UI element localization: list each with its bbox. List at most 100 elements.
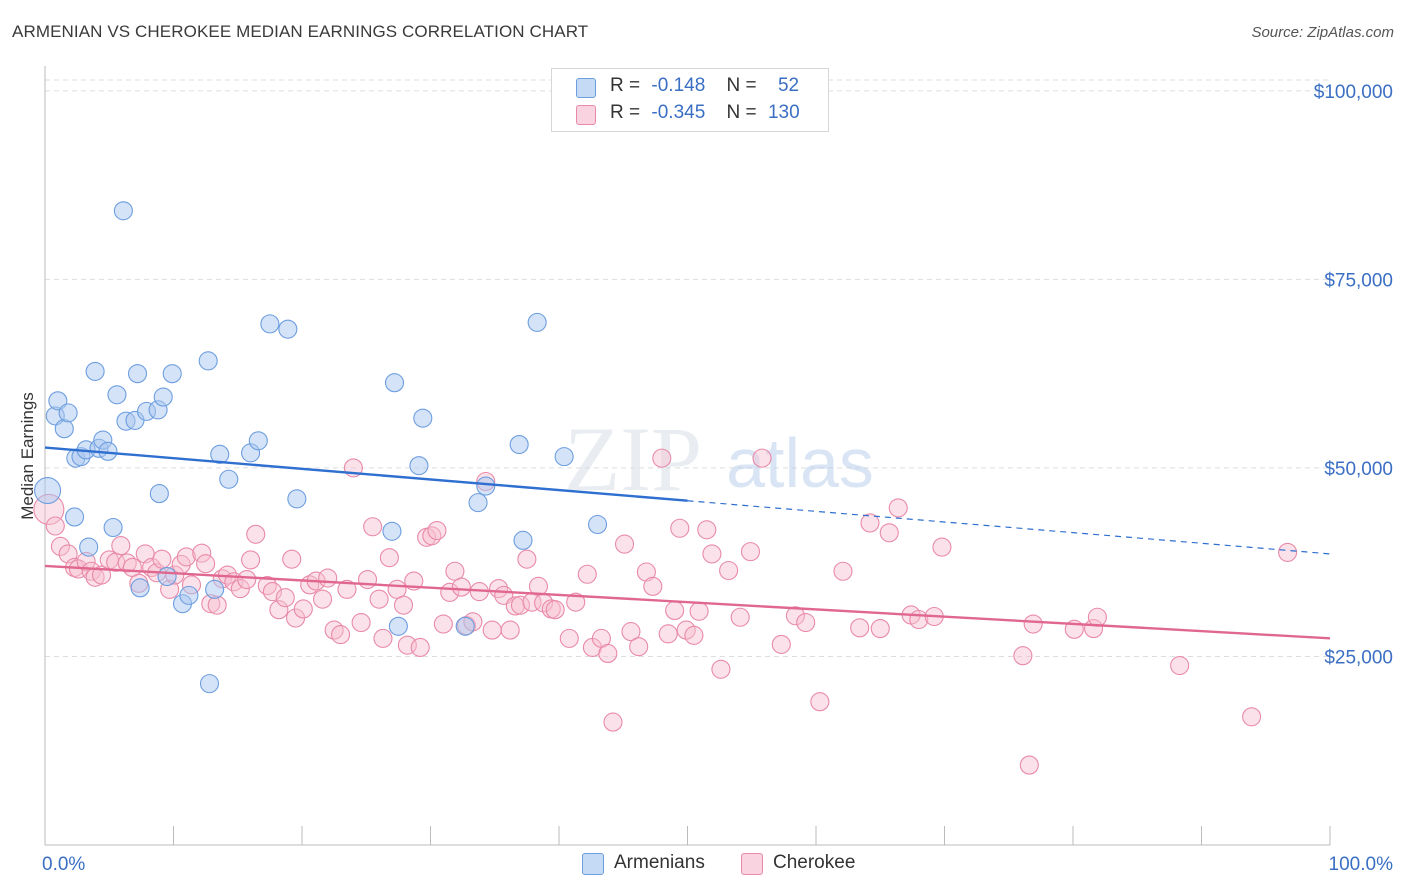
armenian-point xyxy=(287,489,307,509)
cherokee-point xyxy=(207,595,227,615)
axes xyxy=(44,66,1331,846)
cherokee-point xyxy=(1013,646,1033,666)
armenian-point xyxy=(113,201,133,221)
watermark-atlas: atlas xyxy=(726,424,874,502)
r-label: R = xyxy=(610,75,641,96)
armenian-points xyxy=(34,201,608,694)
x-tick-label-min: 0.0% xyxy=(42,854,85,875)
cherokee-point xyxy=(282,549,302,569)
armenian-point xyxy=(219,469,239,489)
cherokee-point xyxy=(752,448,772,468)
armenian-point xyxy=(388,616,408,636)
armenian-point xyxy=(198,351,218,371)
y-tick-label: $100,000 xyxy=(1314,82,1393,103)
armenian-point xyxy=(54,419,74,439)
y-tick-label: $50,000 xyxy=(1324,459,1393,480)
cherokee-point xyxy=(702,544,722,564)
cherokee-point xyxy=(796,612,816,633)
armenian-point xyxy=(384,373,405,393)
x-tick-label-max: 100.0% xyxy=(1329,854,1394,875)
cherokee-legend-label: Cherokee xyxy=(773,852,856,873)
cherokee-point xyxy=(275,588,295,608)
cherokee-point xyxy=(500,620,520,640)
armenian-point xyxy=(409,456,429,476)
armenian-point xyxy=(34,477,62,505)
cherokee-point xyxy=(363,517,383,537)
trend-lines xyxy=(44,446,1331,640)
cherokee-point xyxy=(422,526,442,546)
armenian-trend-extension xyxy=(687,500,1331,555)
armenian-point xyxy=(413,408,433,428)
cherokee-point xyxy=(850,618,870,638)
n-label: N = xyxy=(726,102,757,123)
cherokee-point xyxy=(652,448,672,468)
cherokee-point xyxy=(410,637,430,657)
cherokee-point xyxy=(689,601,709,621)
y-tick-label: $75,000 xyxy=(1324,270,1393,291)
cherokee-legend-swatch xyxy=(741,853,763,875)
cherokee-point xyxy=(684,625,704,645)
cherokee-point xyxy=(517,549,537,569)
cherokee-point xyxy=(566,592,586,612)
armenian-point xyxy=(130,578,150,598)
tick-labels: $25,000 $50,000 $75,000 $100,000 0.0% 100.0% xyxy=(42,82,1393,875)
cherokee-point xyxy=(1278,542,1298,562)
cherokee-point xyxy=(879,523,899,543)
cherokee-point xyxy=(237,569,257,590)
armenians-legend-swatch xyxy=(582,853,604,875)
watermark-zip: ZIP xyxy=(564,408,702,510)
source-label: Source: ZipAtlas.com xyxy=(1251,24,1394,41)
armenian-point xyxy=(79,537,99,557)
cherokee-swatch xyxy=(576,105,596,125)
armenian-point xyxy=(587,514,608,535)
cherokee-point xyxy=(269,600,289,620)
armenian-point xyxy=(127,364,148,384)
cherokee-point xyxy=(771,634,791,654)
armenian-point xyxy=(476,476,496,496)
armenian-point xyxy=(260,314,280,334)
gridlines xyxy=(45,79,1330,657)
cherokee-point xyxy=(111,536,131,556)
cherokee-point xyxy=(1087,607,1107,627)
correlation-legend: R = -0.148 N = 52 R = -0.345 N = 130 xyxy=(551,68,829,132)
cherokee-trend-line xyxy=(44,564,1331,640)
cherokee-point xyxy=(785,606,805,626)
cherokee-point xyxy=(810,692,830,712)
cherokee-point xyxy=(257,576,277,596)
cherokee-point xyxy=(351,612,371,633)
armenian-point xyxy=(179,585,199,605)
cherokee-point xyxy=(740,542,761,562)
cherokee-point xyxy=(45,516,65,536)
cherokee-point xyxy=(373,628,393,648)
chart-title: ARMENIAN VS CHEROKEE MEDIAN EARNINGS COR… xyxy=(12,22,589,41)
cherokee-point xyxy=(330,625,351,645)
armenians-swatch xyxy=(576,78,596,98)
cherokee-points xyxy=(33,448,1298,775)
cherokee-point xyxy=(152,549,172,569)
cherokee-point xyxy=(730,607,750,627)
cherokee-point xyxy=(482,620,502,640)
cherokee-point xyxy=(909,609,929,630)
cherokee-point xyxy=(888,498,908,518)
cherokee-point xyxy=(598,643,618,663)
cherokee-point xyxy=(711,659,731,679)
n-value: 130 xyxy=(767,102,800,123)
cherokee-point xyxy=(870,619,890,639)
armenian-point xyxy=(85,361,105,381)
armenian-trend-line xyxy=(44,446,688,502)
cherokee-point xyxy=(545,600,565,620)
cherokee-point xyxy=(451,577,471,597)
r-value: -0.345 xyxy=(651,102,706,123)
cherokee-point xyxy=(1242,707,1262,727)
cherokee-point xyxy=(196,554,216,574)
armenian-point xyxy=(455,616,475,636)
armenian-point xyxy=(278,319,298,339)
cherokee-point xyxy=(621,622,641,642)
armenian-point xyxy=(157,566,177,587)
cherokee-point xyxy=(697,520,717,540)
cherokee-point xyxy=(643,576,663,596)
cherokee-point xyxy=(293,599,313,619)
y-axis-title: Median Earnings xyxy=(18,392,37,520)
cherokee-point xyxy=(1170,655,1190,676)
